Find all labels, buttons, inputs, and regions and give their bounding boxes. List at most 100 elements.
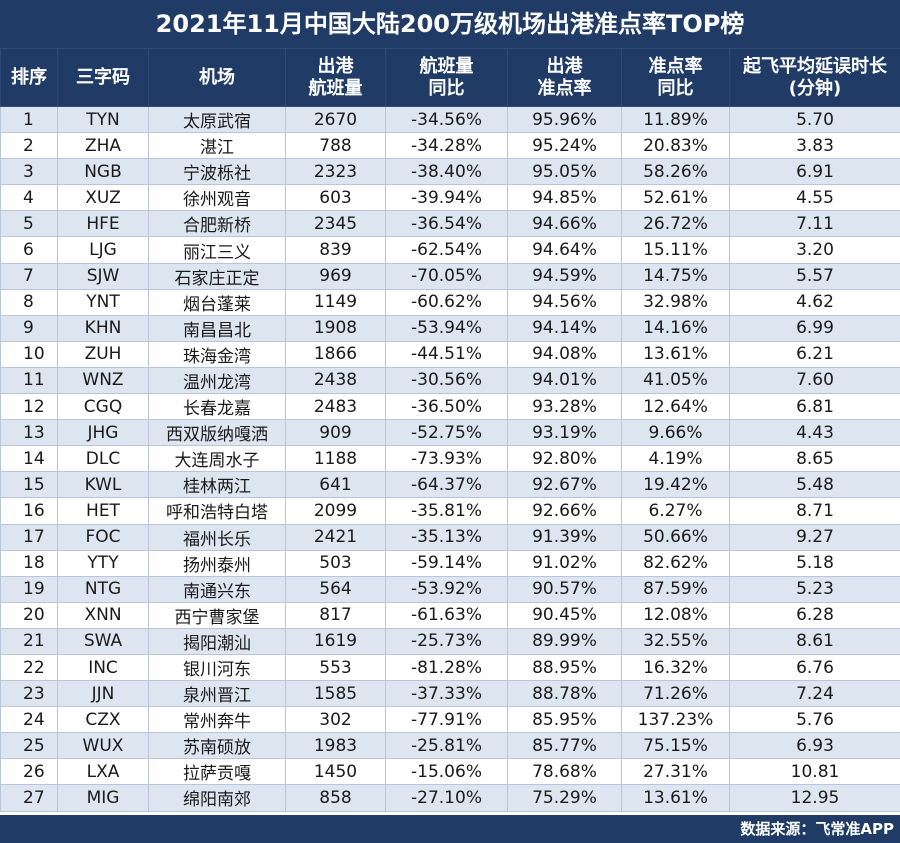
table-cell: DLC	[57, 445, 149, 473]
table-cell: HFE	[57, 210, 149, 238]
table-cell: 5.76	[729, 706, 900, 734]
table-cell: 扬州泰州	[148, 549, 286, 577]
table-cell: 18	[0, 549, 58, 577]
table-cell: 西宁曹家堡	[148, 601, 286, 629]
table-cell: 南通兴东	[148, 575, 286, 603]
table-cell: -44.51%	[385, 340, 508, 368]
table-cell: 788	[285, 132, 386, 160]
table-cell: 27.31%	[621, 758, 730, 786]
table-cell: ZHA	[57, 132, 149, 160]
table-row: 13 JHG 西双版纳嘎洒 909 -52.75% 93.19% 9.66% 4.43	[0, 419, 900, 447]
table-cell: KHN	[57, 314, 149, 342]
table-cell: 23	[0, 680, 58, 708]
table-cell: SJW	[57, 262, 149, 290]
table-cell: 11.89%	[621, 105, 730, 134]
table-row: 3 NGB 宁波栎社 2323 -38.40% 95.05% 58.26% 6.91	[0, 158, 900, 186]
table-cell: 3.83	[729, 132, 900, 160]
table-row: 10 ZUH 珠海金湾 1866 -44.51% 94.08% 13.61% 6.21	[0, 340, 900, 368]
column-header-7: 起飞平均延误时长 (分钟)	[729, 48, 900, 107]
table-row: 22 INC 银川河东 553 -81.28% 88.95% 16.32% 6.76	[0, 653, 900, 682]
table-cell: 6.99	[729, 314, 900, 342]
table-cell: 8	[0, 288, 58, 316]
column-header-4: 航班量 同比	[385, 48, 508, 107]
table-row: 26 LXA 拉萨贡嘎 1450 -15.06% 78.68% 27.31% 10.81	[0, 758, 900, 786]
table-cell: 75.29%	[507, 784, 622, 812]
table-cell: 西双版纳嘎洒	[148, 419, 286, 447]
table-cell: 6.28	[729, 601, 900, 629]
table-cell: 常州奔牛	[148, 706, 286, 734]
table-cell: 25	[0, 732, 58, 760]
table-cell: 20	[0, 601, 58, 629]
table-cell: 88.95%	[507, 653, 622, 682]
table-cell: -61.63%	[385, 601, 508, 629]
table-row: 18 YTY 扬州泰州 503 -59.14% 91.02% 82.62% 5.18	[0, 549, 900, 577]
table-cell: 9	[0, 314, 58, 342]
table-cell: 85.77%	[507, 732, 622, 760]
table-cell: 7.11	[729, 210, 900, 238]
footer-bar: 数据来源：飞常准APP	[0, 815, 900, 843]
table-cell: -38.40%	[385, 158, 508, 186]
table-cell: 137.23%	[621, 706, 730, 734]
table-cell: 10.81	[729, 758, 900, 786]
table-cell: 91.39%	[507, 523, 622, 551]
table-cell: 福州长乐	[148, 523, 286, 551]
table-cell: 6.76	[729, 653, 900, 682]
table-cell: 78.68%	[507, 758, 622, 786]
table-row: 8 YNT 烟台蓬莱 1149 -60.62% 94.56% 32.98% 4.62	[0, 288, 900, 316]
column-header-1: 三字码	[57, 48, 149, 107]
table-cell: 91.02%	[507, 549, 622, 577]
table-cell: 95.96%	[507, 105, 622, 134]
table-cell: 16	[0, 497, 58, 525]
table-cell: XUZ	[57, 184, 149, 212]
table-cell: -59.14%	[385, 549, 508, 577]
table-cell: 17	[0, 523, 58, 551]
table-row: 11 WNZ 温州龙湾 2438 -30.56% 94.01% 41.05% 7.60	[0, 366, 900, 395]
table-cell: 32.98%	[621, 288, 730, 316]
table-cell: 2421	[285, 523, 386, 551]
table-row: 15 KWL 桂林两江 641 -64.37% 92.67% 19.42% 5.48	[0, 471, 900, 499]
table-cell: 绵阳南郊	[148, 784, 286, 812]
table-cell: 12.64%	[621, 393, 730, 421]
table-cell: 合肥新桥	[148, 210, 286, 238]
table-cell: YNT	[57, 288, 149, 316]
table-cell: -36.54%	[385, 210, 508, 238]
table-cell: 2438	[285, 366, 386, 395]
table-cell: 14.16%	[621, 314, 730, 342]
table-cell: 13	[0, 419, 58, 447]
table-cell: 92.80%	[507, 445, 622, 473]
table-cell: -36.50%	[385, 393, 508, 421]
table-cell: 徐州观音	[148, 184, 286, 212]
table-cell: -30.56%	[385, 366, 508, 395]
table-cell: 553	[285, 653, 386, 682]
table-cell: 19	[0, 575, 58, 603]
table-cell: 泉州晋江	[148, 680, 286, 708]
table-cell: 14	[0, 445, 58, 473]
table-cell: 12	[0, 393, 58, 421]
table-cell: FOC	[57, 523, 149, 551]
table-cell: 94.66%	[507, 210, 622, 238]
table-cell: 503	[285, 549, 386, 577]
table-cell: 564	[285, 575, 386, 603]
table-cell: -35.81%	[385, 497, 508, 525]
table-cell: 苏南硕放	[148, 732, 286, 760]
table-cell: 85.95%	[507, 706, 622, 734]
table-cell: -25.81%	[385, 732, 508, 760]
table-cell: -25.73%	[385, 627, 508, 655]
table-cell: JHG	[57, 419, 149, 447]
table-cell: 93.19%	[507, 419, 622, 447]
table-cell: TYN	[57, 105, 149, 134]
table-cell: 6	[0, 236, 58, 264]
table-cell: WUX	[57, 732, 149, 760]
table-row: 4 XUZ 徐州观音 603 -39.94% 94.85% 52.61% 4.55	[0, 184, 900, 212]
table-cell: 58.26%	[621, 158, 730, 186]
table-cell: 2323	[285, 158, 386, 186]
table-cell: -35.13%	[385, 523, 508, 551]
source-note: 数据来源：飞常准APP	[740, 820, 894, 838]
table-cell: 6.27%	[621, 497, 730, 525]
table-cell: 82.62%	[621, 549, 730, 577]
table-cell: 22	[0, 653, 58, 682]
table-cell: 2670	[285, 105, 386, 134]
table-cell: 5.23	[729, 575, 900, 603]
table-row: 2 ZHA 湛江 788 -34.28% 95.24% 20.83% 3.83	[0, 132, 900, 160]
